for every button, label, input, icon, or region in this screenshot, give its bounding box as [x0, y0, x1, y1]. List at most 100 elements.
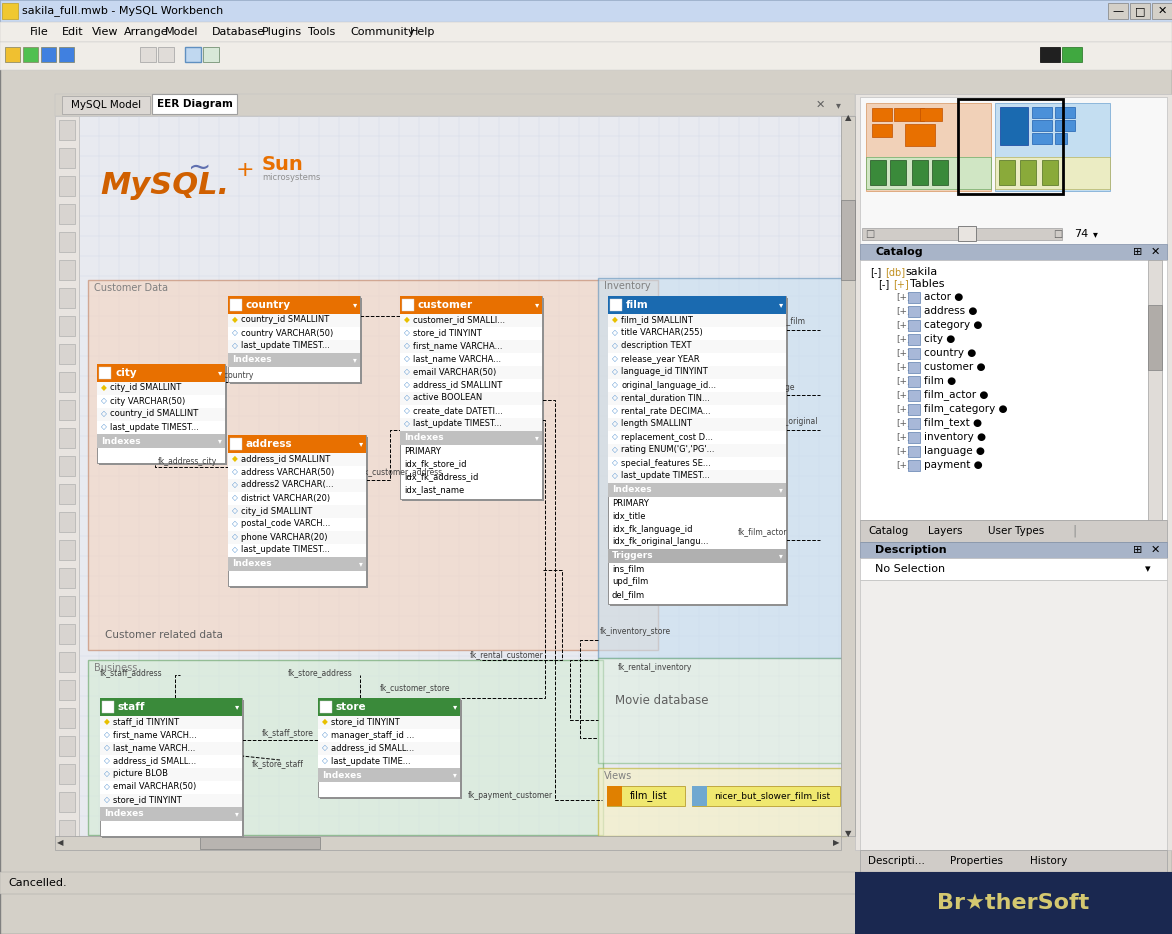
Bar: [229, 531, 366, 544]
Bar: [860, 520, 1167, 542]
Bar: [1042, 160, 1058, 185]
Bar: [860, 244, 1167, 260]
Bar: [62, 96, 150, 114]
Text: country: country: [246, 300, 291, 310]
Bar: [908, 432, 920, 443]
Text: |: |: [1072, 525, 1077, 537]
Text: fk_rental_inventory: fk_rental_inventory: [618, 663, 693, 672]
Bar: [0, 0, 1172, 22]
Bar: [320, 701, 332, 713]
Text: address VARCHAR(50): address VARCHAR(50): [241, 468, 334, 476]
Text: last_update TIMEST...: last_update TIMEST...: [241, 342, 329, 350]
Bar: [1033, 133, 1052, 144]
Bar: [866, 157, 992, 189]
Bar: [318, 742, 459, 755]
Text: ◇: ◇: [404, 367, 410, 376]
Bar: [229, 518, 366, 531]
Bar: [102, 701, 114, 713]
Bar: [609, 298, 788, 606]
Text: [+]: [+]: [897, 320, 911, 330]
Bar: [608, 457, 786, 470]
Text: ◇: ◇: [104, 796, 110, 804]
Text: Plugins: Plugins: [263, 27, 302, 37]
Bar: [400, 379, 541, 392]
Bar: [59, 428, 75, 448]
Bar: [97, 421, 225, 434]
Bar: [1000, 107, 1028, 145]
Bar: [229, 557, 366, 571]
Text: EER Diagram: EER Diagram: [157, 99, 233, 109]
Bar: [608, 379, 786, 392]
Text: store_id TINYINT: store_id TINYINT: [331, 717, 400, 727]
Bar: [88, 280, 657, 650]
Text: fk_customer_store: fk_customer_store: [380, 684, 450, 692]
Bar: [41, 47, 56, 62]
Bar: [59, 232, 75, 252]
Bar: [866, 103, 992, 191]
Bar: [860, 850, 1167, 872]
Text: View: View: [91, 27, 118, 37]
Text: +: +: [236, 160, 254, 180]
Text: idx_fk_original_langu...: idx_fk_original_langu...: [612, 537, 709, 546]
Bar: [608, 405, 786, 418]
Text: create_date DATETI...: create_date DATETI...: [413, 406, 503, 416]
Text: ✕: ✕: [1157, 6, 1166, 16]
Bar: [55, 94, 856, 116]
Text: ▾: ▾: [1092, 229, 1097, 239]
Text: staff_id TINYINT: staff_id TINYINT: [113, 717, 179, 727]
Text: ◀: ◀: [57, 839, 63, 847]
Bar: [59, 764, 75, 784]
Bar: [905, 124, 935, 146]
Text: last_update TIMEST...: last_update TIMEST...: [241, 545, 329, 555]
Text: staff: staff: [118, 702, 145, 712]
Bar: [229, 435, 366, 453]
Bar: [229, 314, 360, 327]
Bar: [908, 348, 920, 359]
Bar: [318, 768, 459, 782]
Text: PRIMARY: PRIMARY: [404, 446, 441, 456]
Text: language_id TINYINT: language_id TINYINT: [621, 367, 708, 376]
Bar: [400, 327, 541, 340]
Text: [+]: [+]: [897, 334, 911, 344]
Text: inventory ●: inventory ●: [924, 432, 986, 442]
Text: first_name VARCHA...: first_name VARCHA...: [413, 342, 503, 350]
Bar: [870, 160, 886, 185]
Text: No Selection: No Selection: [875, 564, 945, 574]
Bar: [79, 116, 841, 836]
Bar: [908, 460, 920, 471]
Text: ◇: ◇: [104, 730, 110, 740]
Text: ◇: ◇: [404, 406, 410, 416]
Text: History: History: [1030, 856, 1068, 866]
Bar: [1149, 305, 1161, 370]
Text: Edit: Edit: [62, 27, 83, 37]
Text: MySQL.: MySQL.: [100, 171, 229, 200]
Bar: [229, 327, 360, 340]
Text: ▼: ▼: [845, 829, 851, 839]
Text: fk_staff_address: fk_staff_address: [100, 669, 163, 677]
Text: fk_inventory_store: fk_inventory_store: [600, 627, 672, 635]
Bar: [608, 327, 786, 340]
Bar: [872, 108, 892, 121]
Text: upd_film: upd_film: [612, 577, 648, 587]
Text: ◇: ◇: [101, 409, 107, 418]
Text: fk_film_language: fk_film_language: [730, 383, 796, 391]
Text: ◆: ◆: [232, 455, 238, 463]
Bar: [318, 698, 459, 716]
Text: Descripti...: Descripti...: [868, 856, 925, 866]
Bar: [856, 872, 1172, 934]
Bar: [609, 299, 622, 311]
Bar: [55, 836, 841, 850]
Text: □: □: [865, 229, 874, 239]
Text: ◇: ◇: [232, 329, 238, 337]
Bar: [55, 116, 79, 836]
Text: fk_address_city: fk_address_city: [158, 458, 217, 466]
Bar: [608, 296, 786, 314]
Bar: [598, 768, 846, 836]
Text: city_id SMALLINT: city_id SMALLINT: [241, 506, 312, 516]
Text: fk_city_country: fk_city_country: [196, 372, 254, 380]
Bar: [1020, 160, 1036, 185]
Text: ◇: ◇: [404, 393, 410, 403]
Bar: [59, 792, 75, 812]
Bar: [97, 364, 225, 382]
Text: fk_payment_customer: fk_payment_customer: [468, 790, 553, 800]
